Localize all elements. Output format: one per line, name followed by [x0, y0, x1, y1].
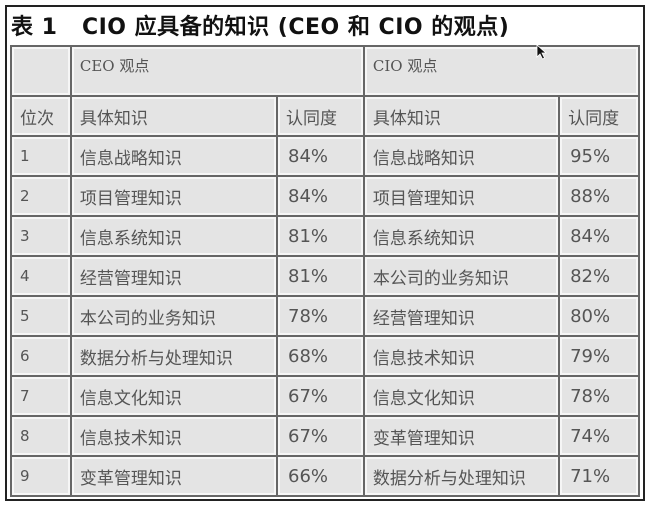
cio-pct-cell: 84%: [558, 215, 640, 257]
cio-knowledge-cell: 信息战略知识: [362, 135, 561, 177]
ceo-pct-cell: 67%: [276, 415, 365, 457]
table-row: 1 信息战略知识 84% 信息战略知识 95%: [10, 135, 640, 177]
table-row: 4 经营管理知识 81% 本公司的业务知识 82%: [10, 255, 640, 297]
ceo-knowledge-cell: 项目管理知识: [69, 175, 279, 217]
table-row: 7 信息文化知识 67% 信息文化知识 78%: [10, 375, 640, 417]
column-header-row: 位次 具体知识 认同度 具体知识 认同度: [10, 95, 640, 137]
ceo-pct-cell: 81%: [276, 255, 365, 297]
ceo-pct-cell: 66%: [276, 455, 365, 497]
ceo-knowledge-cell: 信息技术知识: [69, 415, 279, 457]
ceo-group-header: CEO 观点: [69, 45, 365, 97]
ceo-knowledge-cell: 经营管理知识: [69, 255, 279, 297]
cio-knowledge-table: CEO 观点 CIO 观点 位次 具体知识 认同度 具体知识 认同度 1 信息战略…: [10, 45, 641, 497]
ceo-pct-cell: 84%: [276, 175, 365, 217]
cio-pct-cell: 80%: [558, 295, 640, 337]
cio-knowledge-cell: 信息系统知识: [362, 215, 561, 257]
ceo-knowledge-cell: 数据分析与处理知识: [69, 335, 279, 377]
ceo-pct-cell: 68%: [276, 335, 365, 377]
rank-cell: 9: [10, 455, 72, 497]
table-row: 9 变革管理知识 66% 数据分析与处理知识 71%: [10, 455, 640, 497]
ceo-knowledge-header: 具体知识: [69, 95, 279, 137]
cio-group-header: CIO 观点: [362, 45, 641, 97]
ceo-knowledge-cell: 变革管理知识: [69, 455, 279, 497]
cio-pct-cell: 74%: [558, 415, 640, 457]
cio-pct-header: 认同度: [558, 95, 640, 137]
cio-knowledge-cell: 项目管理知识: [362, 175, 561, 217]
cio-knowledge-cell: 数据分析与处理知识: [362, 455, 561, 497]
rank-header: 位次: [10, 95, 72, 137]
ceo-pct-cell: 67%: [276, 375, 365, 417]
table-row: 2 项目管理知识 84% 项目管理知识 88%: [10, 175, 640, 217]
table-title: 表 1 CIO 应具备的知识 (CEO 和 CIO 的观点): [11, 15, 510, 40]
table-row: 8 信息技术知识 67% 变革管理知识 74%: [10, 415, 640, 457]
rank-cell: 2: [10, 175, 72, 217]
rank-cell: 4: [10, 255, 72, 297]
cio-knowledge-header: 具体知识: [362, 95, 561, 137]
rank-cell: 1: [10, 135, 72, 177]
cio-knowledge-cell: 本公司的业务知识: [362, 255, 561, 297]
ceo-pct-cell: 78%: [276, 295, 365, 337]
cio-pct-cell: 78%: [558, 375, 640, 417]
rank-cell: 6: [10, 335, 72, 377]
rank-cell: 3: [10, 215, 72, 257]
cio-knowledge-cell: 经营管理知识: [362, 295, 561, 337]
ceo-pct-cell: 81%: [276, 215, 365, 257]
cio-pct-cell: 88%: [558, 175, 640, 217]
table-row: 6 数据分析与处理知识 68% 信息技术知识 79%: [10, 335, 640, 377]
mouse-pointer-icon: [536, 44, 548, 60]
cio-knowledge-cell: 信息技术知识: [362, 335, 561, 377]
cio-pct-cell: 95%: [558, 135, 640, 177]
rank-cell: 8: [10, 415, 72, 457]
ceo-knowledge-cell: 信息战略知识: [69, 135, 279, 177]
ceo-knowledge-cell: 本公司的业务知识: [69, 295, 279, 337]
ceo-pct-cell: 84%: [276, 135, 365, 177]
ceo-pct-header: 认同度: [276, 95, 365, 137]
cio-pct-cell: 71%: [558, 455, 640, 497]
cio-pct-cell: 79%: [558, 335, 640, 377]
table-row: 3 信息系统知识 81% 信息系统知识 84%: [10, 215, 640, 257]
group-header-row: CEO 观点 CIO 观点: [10, 45, 641, 97]
rank-cell: 7: [10, 375, 72, 417]
cio-pct-cell: 82%: [558, 255, 640, 297]
rank-cell: 5: [10, 295, 72, 337]
table-row: 5 本公司的业务知识 78% 经营管理知识 80%: [10, 295, 640, 337]
cio-knowledge-cell: 信息文化知识: [362, 375, 561, 417]
ceo-knowledge-cell: 信息文化知识: [69, 375, 279, 417]
document-frame: 表 1 CIO 应具备的知识 (CEO 和 CIO 的观点) CEO 观点 CI…: [5, 5, 645, 501]
empty-corner-cell: [10, 45, 72, 97]
ceo-knowledge-cell: 信息系统知识: [69, 215, 279, 257]
cio-knowledge-cell: 变革管理知识: [362, 415, 561, 457]
